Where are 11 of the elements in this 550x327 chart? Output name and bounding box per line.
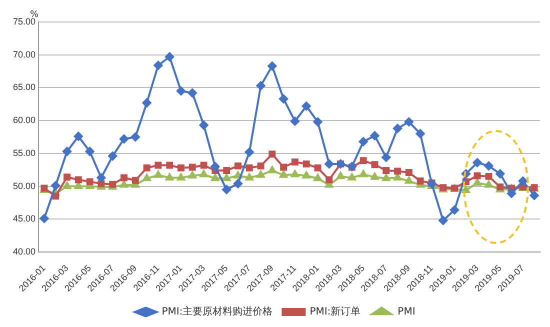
y-tick-label: 75.00 bbox=[12, 16, 36, 26]
y-tick-label: 60.00 bbox=[12, 115, 36, 126]
legend-label: PMI:新订单 bbox=[310, 306, 361, 318]
legend-label: PMI:主要原材料购进价格 bbox=[162, 306, 273, 318]
y-tick-label: 55.00 bbox=[12, 148, 36, 158]
y-tick-label: 65.00 bbox=[12, 82, 36, 92]
y-tick-label: 70.00 bbox=[12, 49, 36, 60]
y-tick-label: 40.00 bbox=[12, 246, 36, 256]
legend-label: PMI bbox=[398, 306, 416, 318]
y-tick-label: 45.00 bbox=[12, 214, 36, 224]
y-tick-label: 50.00 bbox=[12, 180, 36, 191]
